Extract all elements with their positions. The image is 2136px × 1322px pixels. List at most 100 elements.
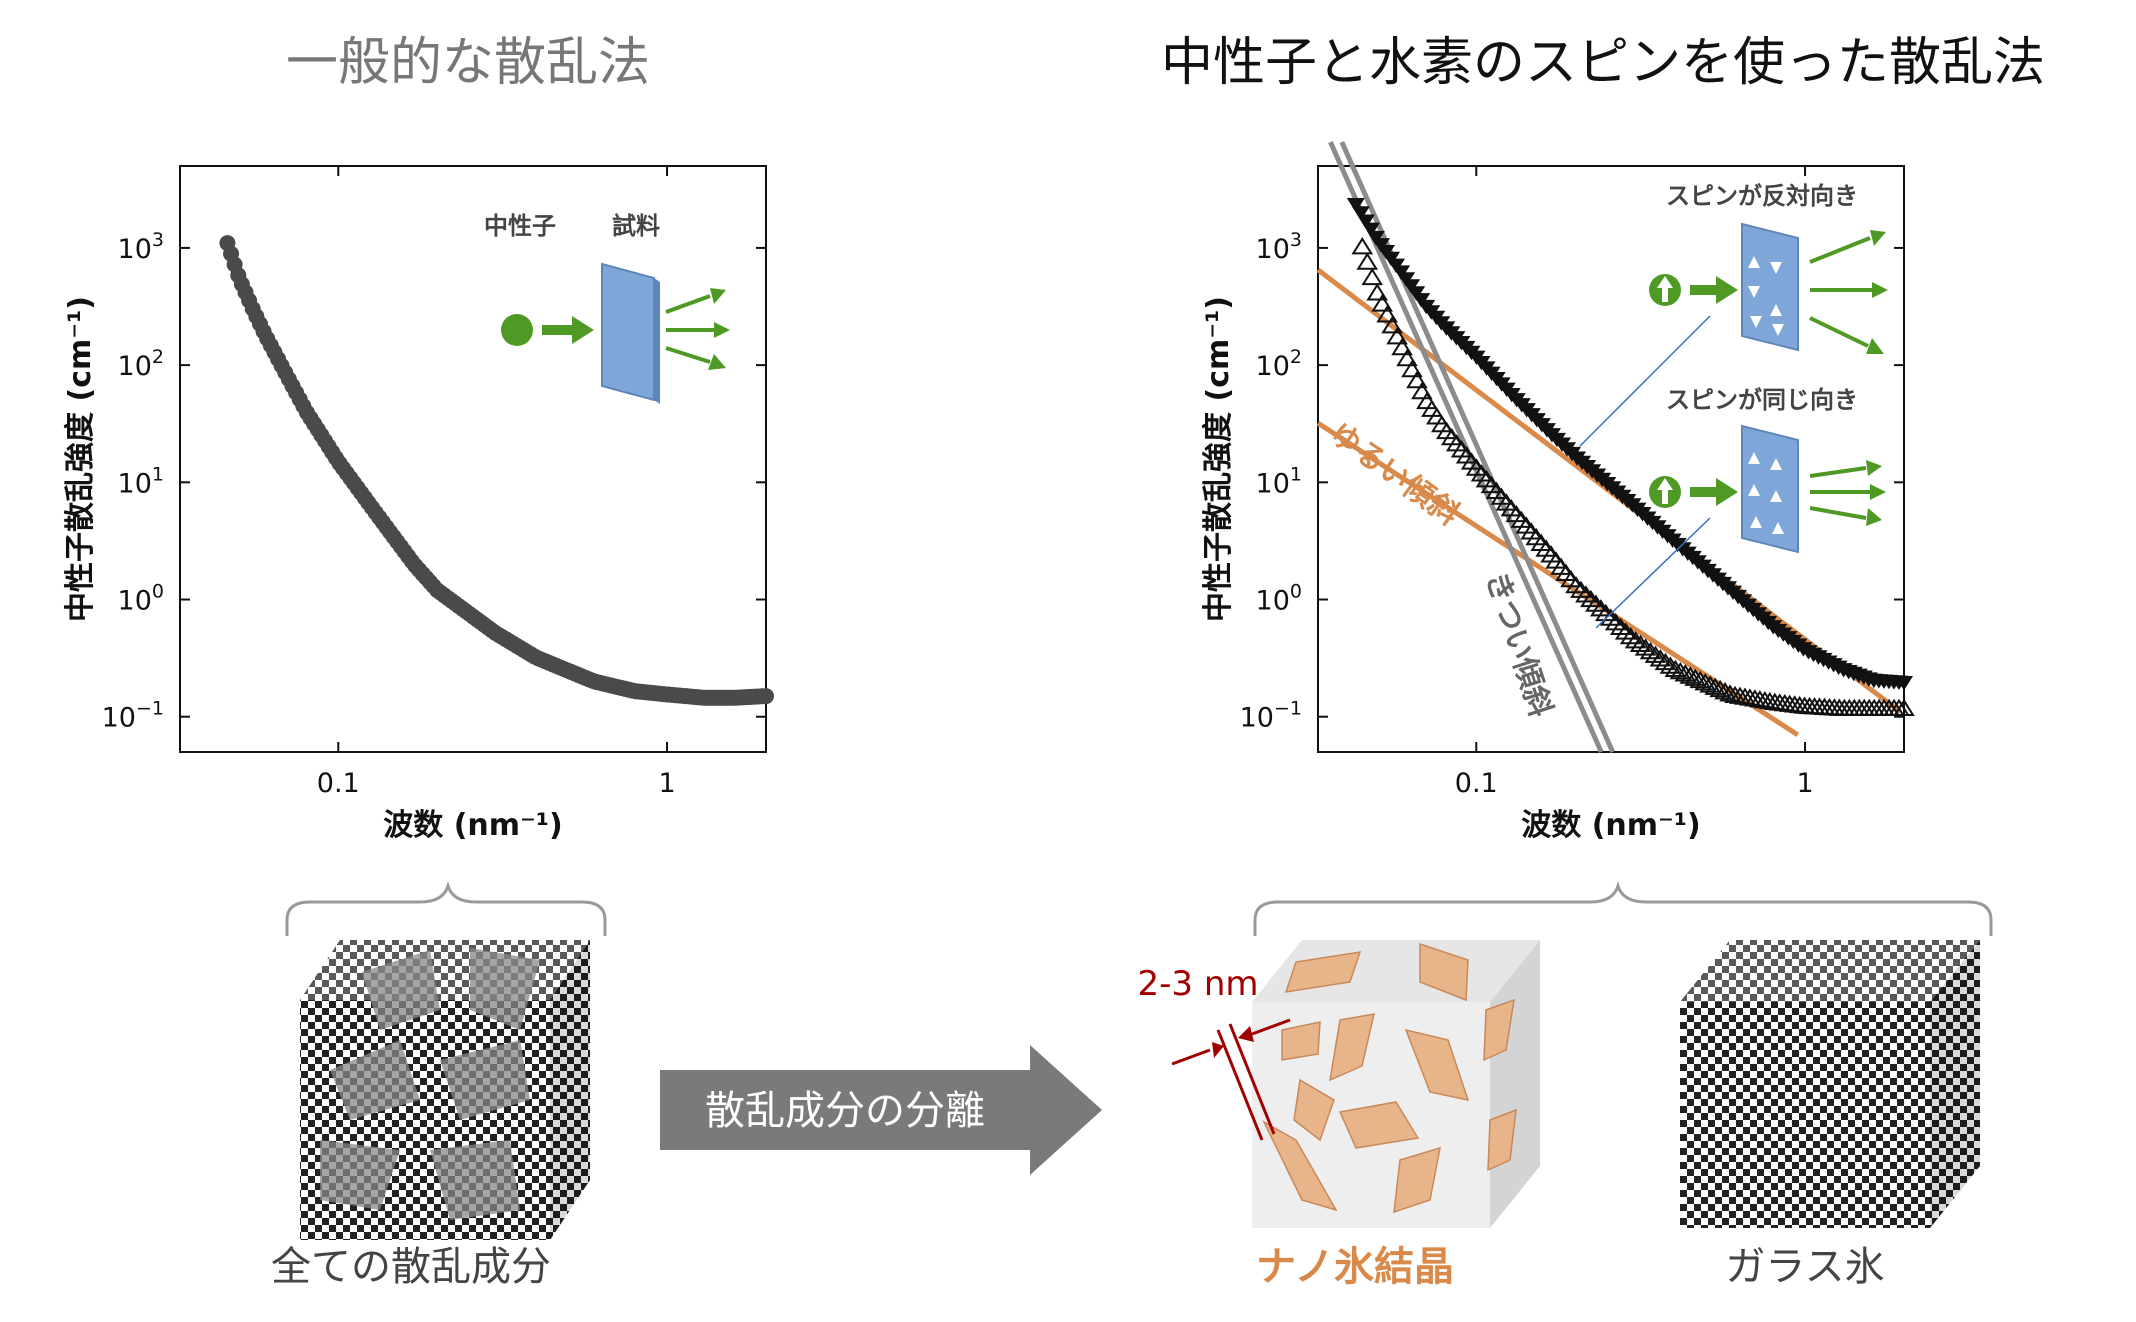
dimension-label: 2-3 nm [1137, 964, 1258, 1004]
data-point [1351, 237, 1374, 255]
right-y-axis-label: 中性子散乱強度 (cm⁻¹) [1201, 296, 1236, 622]
data-point [1895, 676, 1913, 691]
data-point [1629, 634, 1652, 652]
left-plot-frame [179, 165, 767, 753]
sample-parallel-icon [1741, 424, 1799, 554]
all-components-cube [300, 940, 590, 1240]
data-point [1356, 252, 1379, 270]
spin-up-arrows-icon [1748, 452, 1784, 534]
data-point [1416, 391, 1438, 410]
steep-slope-annotation: きつい傾斜 [1478, 568, 1558, 721]
inset-sample-label: 試料 [612, 212, 660, 240]
inset-antiparallel-label: スピンが反対向き [1666, 182, 1858, 210]
left-brace [285, 880, 607, 936]
data-point [1674, 664, 1697, 682]
left-ticks: 0.1 1 10−1 100 101 102 103 [102, 166, 766, 799]
y-tick-label: 103 [1256, 229, 1302, 265]
data-point [1619, 626, 1642, 645]
y-tick-label: 103 [118, 229, 164, 265]
data-point [1356, 214, 1375, 229]
left-data-points [219, 235, 774, 706]
y-tick-label: 100 [118, 581, 164, 617]
data-point [1719, 684, 1741, 702]
right-data-points [1346, 197, 1915, 717]
sample-slab-icon [601, 262, 660, 404]
inset-parallel-label: スピンが同じ向き [1666, 386, 1858, 414]
left-title: 一般的な散乱法 [286, 33, 650, 93]
right-ticks: 0.1 1 10−1 100 101 102 103 [1240, 166, 1904, 799]
data-point [758, 688, 774, 705]
left-inset: 中性子 試料 [484, 212, 730, 404]
data-point [1381, 316, 1403, 334]
data-point [1714, 682, 1736, 700]
x-tick-label: 1 [658, 768, 675, 799]
data-point [1669, 661, 1692, 680]
y-tick-label: 101 [118, 463, 164, 499]
separation-arrow: 散乱成分の分離 [660, 1045, 1102, 1175]
y-tick-label: 101 [1256, 463, 1302, 499]
data-point [1366, 230, 1385, 246]
data-point [1649, 649, 1672, 667]
data-point [1699, 675, 1721, 693]
scattered-arrows-icon [1809, 460, 1886, 526]
data-point [1351, 206, 1370, 221]
data-point [1694, 673, 1717, 691]
data-point [1386, 327, 1408, 345]
data-point [1664, 659, 1687, 678]
data-point [1679, 666, 1702, 684]
left-x-axis-label: 波数 (nm⁻¹) [383, 808, 562, 843]
scattered-arrows-icon [665, 288, 730, 370]
neutron-ball-icon [501, 314, 533, 346]
dimension-marker [1171, 1018, 1291, 1141]
caption-glass-ice: ガラス氷 [1725, 1244, 1884, 1290]
left-chart: 0.1 1 10−1 100 101 102 103 波数 (nm⁻¹) 中性子散乱強度 (… [63, 165, 774, 843]
data-point [1684, 668, 1707, 686]
parallel-inset [1595, 424, 1886, 629]
fit-line [1339, 141, 1615, 754]
data-point [1371, 294, 1393, 312]
x-tick-label: 0.1 [317, 768, 360, 799]
data-point [1644, 645, 1667, 663]
gentle-slope-annotation: ゆるい傾斜 [1323, 416, 1465, 532]
inset-neutron-label: 中性子 [484, 212, 556, 240]
data-point [1624, 631, 1647, 649]
left-y-axis-label: 中性子散乱強度 (cm⁻¹) [63, 296, 98, 622]
caption-nano-ice: ナノ氷結晶 [1256, 1244, 1454, 1290]
right-chart: 0.1 1 10−1 100 101 102 103 波数 (nm⁻¹) 中性子散乱強度 (… [1201, 141, 1915, 843]
data-point [1634, 638, 1657, 656]
data-point [1406, 370, 1428, 389]
y-tick-label: 102 [118, 346, 164, 382]
data-point [1654, 652, 1677, 671]
separation-arrow-label: 散乱成分の分離 [705, 1088, 985, 1134]
nano-crystal-platelets [1262, 942, 1517, 1214]
y-tick-label: 10−1 [1240, 698, 1302, 734]
data-point [1639, 641, 1662, 660]
data-point [1391, 337, 1413, 356]
data-point [1366, 283, 1388, 301]
data-point [1361, 222, 1380, 238]
data-point [1411, 381, 1433, 400]
right-plot-frame [1317, 165, 1905, 753]
y-tick-label: 102 [1256, 346, 1302, 382]
data-point [1689, 670, 1712, 689]
right-brace [1253, 880, 1993, 936]
green-arrow-icon [542, 316, 594, 344]
data-point [1709, 679, 1731, 698]
data-point [1659, 656, 1682, 674]
data-point [1361, 267, 1384, 286]
x-tick-label: 1 [1796, 768, 1813, 799]
y-tick-label: 100 [1256, 581, 1302, 617]
fit-line [1316, 267, 1902, 714]
data-point [1346, 197, 1365, 213]
x-tick-label: 0.1 [1455, 768, 1498, 799]
antiparallel-inset [1579, 222, 1888, 447]
data-point [1401, 359, 1423, 378]
right-x-axis-label: 波数 (nm⁻¹) [1521, 808, 1700, 843]
data-point [1893, 698, 1915, 717]
y-tick-label: 10−1 [102, 698, 164, 734]
glass-ice-cube [1680, 940, 1980, 1228]
nano-ice-cube: 2-3 nm [1137, 940, 1540, 1228]
scattered-arrows-icon [1809, 230, 1888, 354]
caption-all-components: 全ての散乱成分 [271, 1244, 551, 1290]
